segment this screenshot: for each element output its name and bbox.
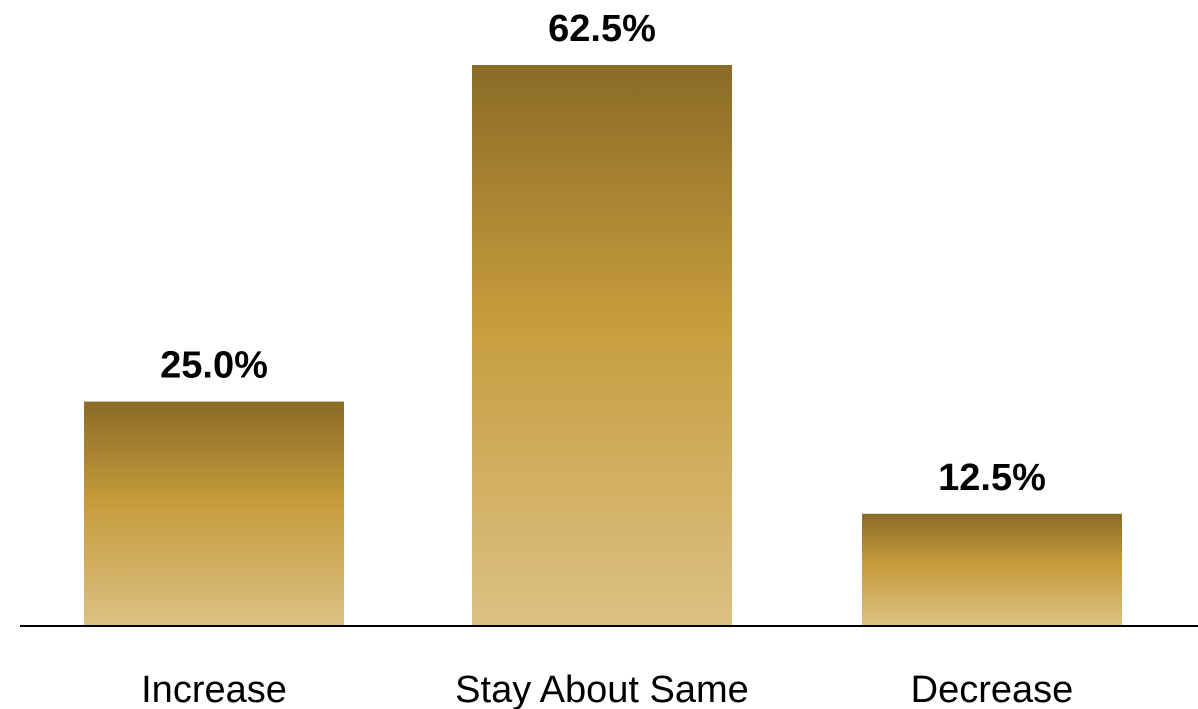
bar-decrease — [862, 513, 1122, 626]
bars-group — [84, 65, 1122, 626]
data-label: 62.5% — [548, 8, 656, 50]
x-tick-label: Stay About Same — [455, 669, 749, 709]
data-label: 12.5% — [938, 457, 1046, 499]
data-labels-group: 25.0% 62.5% 12.5% — [160, 8, 1046, 499]
x-tick-labels-group: Increase Stay About Same Decrease — [141, 669, 1073, 709]
bar-stay-about-same — [472, 65, 732, 626]
data-label: 25.0% — [160, 345, 268, 387]
bar-increase — [84, 401, 344, 626]
x-tick-label: Decrease — [911, 669, 1074, 709]
x-tick-label: Increase — [141, 669, 287, 709]
